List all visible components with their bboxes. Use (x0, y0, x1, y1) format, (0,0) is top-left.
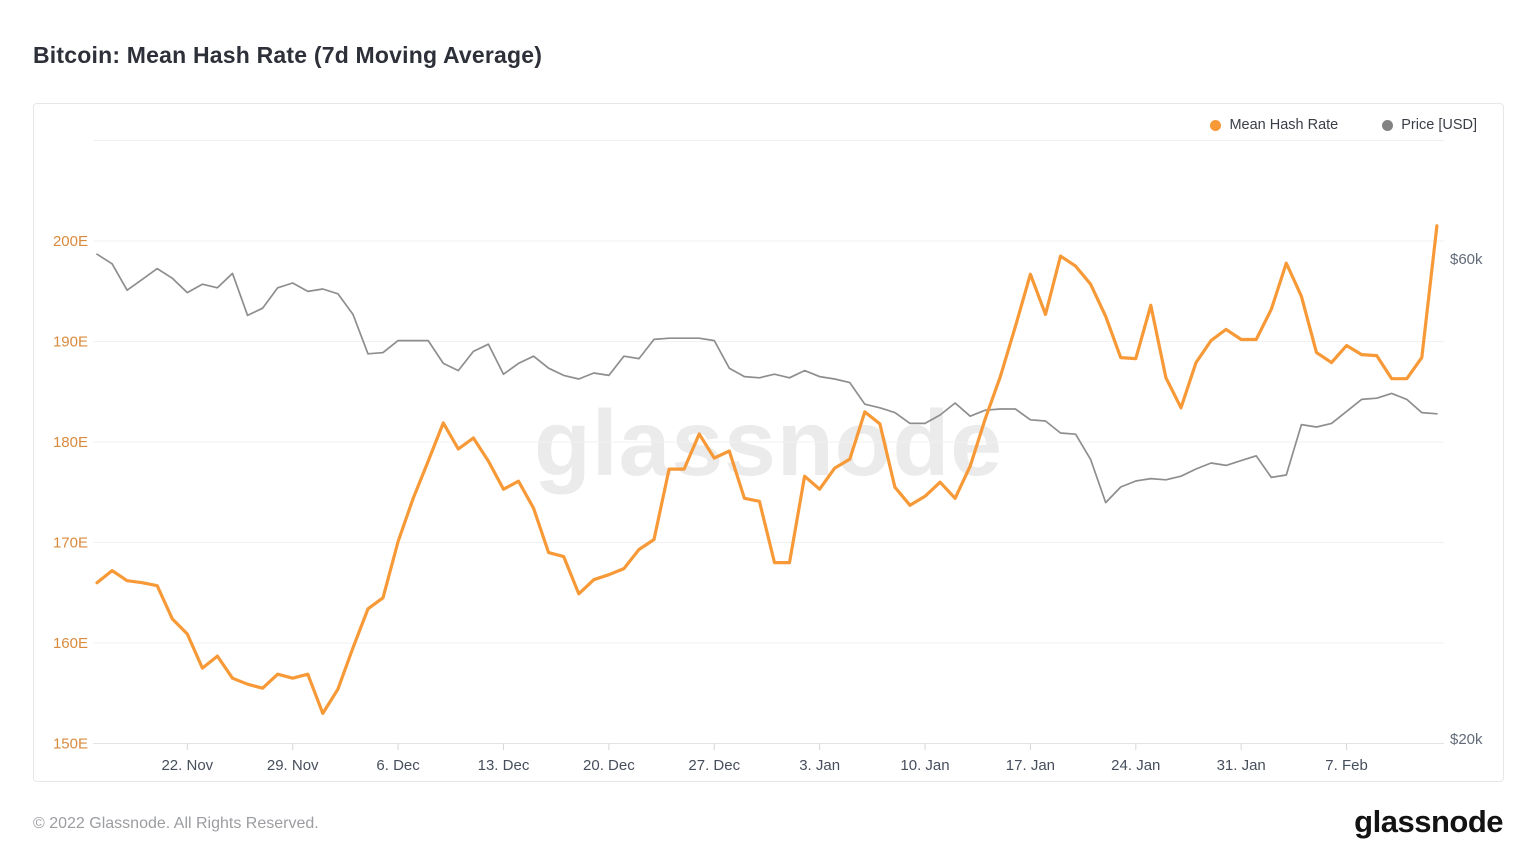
y-axis-label-left: 180E (53, 434, 88, 451)
legend-dot (1382, 119, 1394, 131)
legend-item-price-usd[interactable]: Price [USD] (1382, 117, 1477, 133)
glassnode-logo: glassnode (1354, 804, 1503, 839)
legend-item-mean-hash-rate[interactable]: Mean Hash Rate (1210, 117, 1338, 133)
legend: Mean Hash Rate Price [USD] (1210, 117, 1477, 133)
price-line (96, 253, 1438, 504)
y-axis-label-left: 190E (53, 334, 88, 351)
copyright-text: © 2022 Glassnode. All Rights Reserved. (33, 815, 319, 832)
x-axis-label: 24. Jan (1111, 757, 1160, 774)
legend-label: Mean Hash Rate (1229, 117, 1339, 133)
legend-dot (1210, 119, 1222, 131)
x-axis-label: 13. Dec (478, 757, 530, 774)
x-axis-label: 29. Nov (267, 757, 319, 774)
chart-panel: glassnode 200E 190E 180E 170E 160E 150E $60k $2… (33, 103, 1504, 782)
watermark: glassnode (534, 391, 1003, 495)
legend-label: Price [USD] (1401, 117, 1477, 133)
x-axis-label: 20. Dec (583, 757, 635, 774)
x-axis-label: 6. Dec (376, 757, 420, 774)
chart-svg[interactable]: 200E 190E 180E 170E 160E 150E $60k $20k 22. Nov 2… (34, 104, 1503, 781)
x-axis-label: 22. Nov (161, 757, 213, 774)
page-title: Bitcoin: Mean Hash Rate (7d Moving Avera… (33, 42, 543, 68)
y-axis-label-left: 160E (53, 635, 88, 652)
hash-rate-line (95, 224, 1439, 716)
y-axis-label-left: 200E (53, 233, 88, 250)
y-axis-label-right: $20k (1450, 731, 1483, 748)
y-axis-label-left: 150E (53, 736, 88, 753)
x-axis-label: 3. Jan (799, 757, 840, 774)
y-axis-label-left: 170E (53, 535, 88, 552)
y-axis-label-right: $60k (1450, 251, 1483, 268)
x-axis-label: 27. Dec (688, 757, 740, 774)
x-axis-label: 7. Feb (1325, 757, 1368, 774)
x-axis-label: 31. Jan (1217, 757, 1266, 774)
x-axis-label: 17. Jan (1006, 757, 1055, 774)
x-axis-label: 10. Jan (900, 757, 949, 774)
